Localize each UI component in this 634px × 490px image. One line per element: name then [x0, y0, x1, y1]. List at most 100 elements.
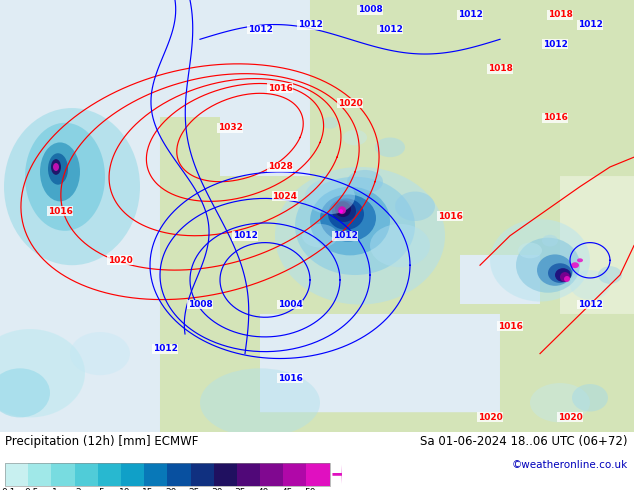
Text: Precipitation (12h) [mm] ECMWF: Precipitation (12h) [mm] ECMWF — [5, 435, 198, 448]
Text: 1016: 1016 — [498, 321, 522, 331]
Ellipse shape — [571, 262, 579, 268]
Text: 1016: 1016 — [48, 207, 72, 216]
Ellipse shape — [40, 143, 80, 201]
Ellipse shape — [370, 224, 430, 267]
Text: 0.5: 0.5 — [25, 488, 39, 490]
Text: 1: 1 — [52, 488, 58, 490]
Text: 5: 5 — [98, 488, 104, 490]
Text: 40: 40 — [258, 488, 269, 490]
Ellipse shape — [295, 177, 415, 275]
Bar — [214, 463, 237, 486]
Text: 1012: 1012 — [247, 25, 273, 34]
Text: 1008: 1008 — [358, 5, 382, 14]
Text: Sa 01-06-2024 18..06 UTC (06+72): Sa 01-06-2024 18..06 UTC (06+72) — [420, 435, 628, 448]
Ellipse shape — [564, 276, 570, 282]
Text: 10: 10 — [119, 488, 130, 490]
Ellipse shape — [48, 153, 68, 185]
Ellipse shape — [530, 383, 590, 422]
Ellipse shape — [310, 187, 390, 255]
Ellipse shape — [518, 243, 542, 258]
Ellipse shape — [338, 206, 346, 214]
Bar — [5, 463, 29, 486]
Ellipse shape — [53, 163, 59, 171]
Bar — [5, 463, 330, 486]
Text: 1028: 1028 — [268, 163, 292, 172]
Ellipse shape — [328, 198, 364, 230]
Ellipse shape — [51, 159, 61, 175]
Ellipse shape — [4, 108, 140, 265]
Ellipse shape — [339, 209, 343, 213]
Ellipse shape — [0, 368, 50, 417]
Text: 1020: 1020 — [558, 413, 583, 422]
Ellipse shape — [560, 272, 570, 282]
Bar — [121, 463, 144, 486]
Bar — [51, 463, 75, 486]
Text: 45: 45 — [281, 488, 292, 490]
Text: 1012: 1012 — [543, 40, 567, 49]
Ellipse shape — [25, 123, 105, 231]
Bar — [75, 463, 98, 486]
Text: 1024: 1024 — [273, 192, 297, 201]
Text: 1032: 1032 — [217, 123, 242, 132]
Text: 1012: 1012 — [578, 300, 602, 309]
Ellipse shape — [572, 384, 608, 412]
Text: 1012: 1012 — [233, 231, 257, 240]
Text: 20: 20 — [165, 488, 176, 490]
Ellipse shape — [305, 179, 355, 214]
Text: 1018: 1018 — [548, 10, 573, 19]
Ellipse shape — [570, 270, 610, 299]
Ellipse shape — [577, 258, 583, 262]
Text: 0.1: 0.1 — [1, 488, 16, 490]
Text: 35: 35 — [235, 488, 246, 490]
Text: 1004: 1004 — [278, 300, 302, 309]
Text: 1012: 1012 — [333, 231, 358, 240]
Text: 1016: 1016 — [268, 84, 292, 93]
Text: 1012: 1012 — [153, 344, 178, 353]
Bar — [306, 463, 330, 486]
Text: 25: 25 — [188, 488, 200, 490]
Text: 2: 2 — [75, 488, 81, 490]
Text: 50: 50 — [304, 488, 316, 490]
Ellipse shape — [347, 170, 383, 194]
Text: 1020: 1020 — [108, 256, 133, 265]
Ellipse shape — [537, 254, 573, 286]
Text: 1012: 1012 — [578, 20, 602, 29]
Bar — [237, 463, 260, 486]
Bar — [29, 463, 51, 486]
Ellipse shape — [322, 117, 338, 129]
Text: ©weatheronline.co.uk: ©weatheronline.co.uk — [512, 460, 628, 470]
Text: 1020: 1020 — [477, 413, 502, 422]
Ellipse shape — [516, 238, 580, 293]
Ellipse shape — [375, 138, 405, 157]
Ellipse shape — [302, 224, 338, 247]
Ellipse shape — [320, 195, 376, 242]
Ellipse shape — [555, 268, 571, 282]
Ellipse shape — [332, 200, 356, 222]
Bar — [191, 463, 214, 486]
Text: 1008: 1008 — [188, 300, 212, 309]
Ellipse shape — [490, 219, 590, 301]
Text: 15: 15 — [142, 488, 153, 490]
Text: 1020: 1020 — [338, 98, 363, 108]
Bar — [144, 463, 167, 486]
Bar — [167, 463, 191, 486]
Text: 1012: 1012 — [378, 25, 403, 34]
Text: 30: 30 — [212, 488, 223, 490]
Ellipse shape — [0, 329, 85, 417]
Ellipse shape — [598, 266, 622, 284]
Ellipse shape — [343, 130, 367, 146]
Text: 1016: 1016 — [437, 212, 462, 220]
Text: 1016: 1016 — [278, 374, 302, 383]
Ellipse shape — [275, 167, 445, 304]
Ellipse shape — [335, 201, 351, 217]
Bar — [260, 463, 283, 486]
Ellipse shape — [548, 263, 572, 283]
Text: 1012: 1012 — [458, 10, 482, 19]
Ellipse shape — [395, 192, 435, 221]
Bar — [283, 463, 306, 486]
Text: 1016: 1016 — [543, 113, 567, 122]
Text: 1018: 1018 — [488, 64, 512, 74]
Bar — [98, 463, 121, 486]
Ellipse shape — [200, 368, 320, 437]
Ellipse shape — [70, 332, 130, 375]
